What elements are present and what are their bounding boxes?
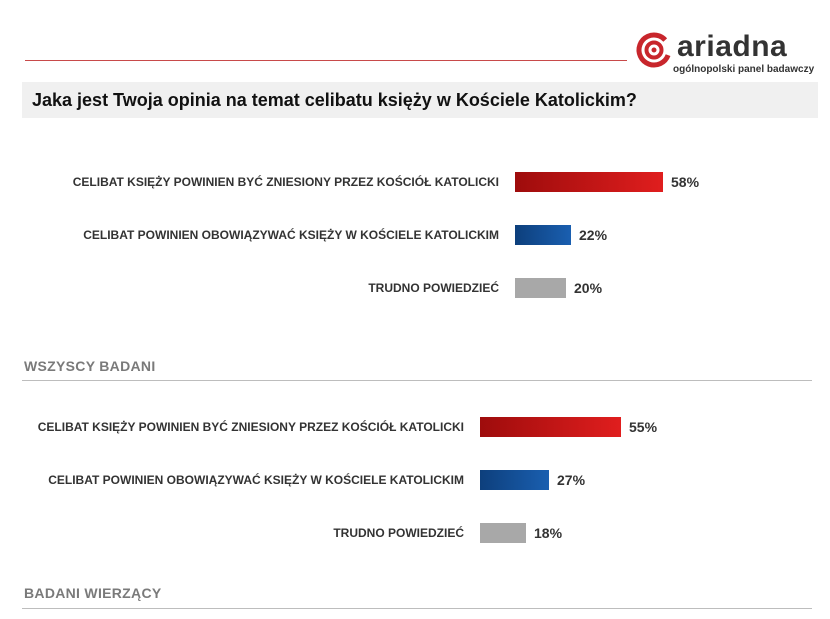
header-rule xyxy=(25,60,627,61)
value-label: 22% xyxy=(579,227,608,243)
ariadna-logo-icon xyxy=(636,32,672,68)
section-rule xyxy=(22,608,812,609)
value-label: 55% xyxy=(629,419,658,435)
question-title: Jaka jest Twoja opinia na temat celibatu… xyxy=(32,90,637,110)
category-label: CELIBAT KSIĘŻY POWINIEN BYĆ ZNIESIONY PR… xyxy=(72,175,499,189)
section-label-all: WSZYSCY BADANI xyxy=(24,358,156,374)
section-label-believers: BADANI WIERZĄCY xyxy=(24,585,162,601)
bar-hard-to-say xyxy=(480,523,526,543)
chart-row: TRUDNO POWIEDZIEĆ 18% xyxy=(0,523,830,545)
chart-row: TRUDNO POWIEDZIEĆ 20% xyxy=(0,278,830,300)
logo-wordmark: ariadna xyxy=(677,30,788,63)
value-label: 58% xyxy=(671,174,700,190)
category-label: CELIBAT POWINIEN OBOWIĄZYWAĆ KSIĘŻY W KO… xyxy=(48,473,464,487)
bar-keep xyxy=(515,225,571,245)
bar-abolish xyxy=(515,172,663,192)
question-bar: Jaka jest Twoja opinia na temat celibatu… xyxy=(22,82,818,118)
bar-abolish xyxy=(480,417,621,437)
bar-hard-to-say xyxy=(515,278,566,298)
chart-row: CELIBAT KSIĘŻY POWINIEN BYĆ ZNIESIONY PR… xyxy=(0,172,830,194)
category-label: CELIBAT POWINIEN OBOWIĄZYWAĆ KSIĘŻY W KO… xyxy=(83,228,499,242)
section-rule xyxy=(22,380,812,381)
category-label: TRUDNO POWIEDZIEĆ xyxy=(368,281,499,295)
value-label: 20% xyxy=(574,280,603,296)
value-label: 18% xyxy=(534,525,563,541)
category-label: CELIBAT KSIĘŻY POWINIEN BYĆ ZNIESIONY PR… xyxy=(37,420,464,434)
logo-subtitle: ogólnopolski panel badawczy xyxy=(673,64,815,75)
bar-keep xyxy=(480,470,549,490)
chart-row: CELIBAT POWINIEN OBOWIĄZYWAĆ KSIĘŻY W KO… xyxy=(0,225,830,247)
category-label: TRUDNO POWIEDZIEĆ xyxy=(333,526,464,540)
chart-row: CELIBAT POWINIEN OBOWIĄZYWAĆ KSIĘŻY W KO… xyxy=(0,470,830,492)
value-label: 27% xyxy=(557,472,586,488)
chart-row: CELIBAT KSIĘŻY POWINIEN BYĆ ZNIESIONY PR… xyxy=(0,417,830,439)
ariadna-logo: ariadna ogólnopolski panel badawczy xyxy=(635,28,820,76)
